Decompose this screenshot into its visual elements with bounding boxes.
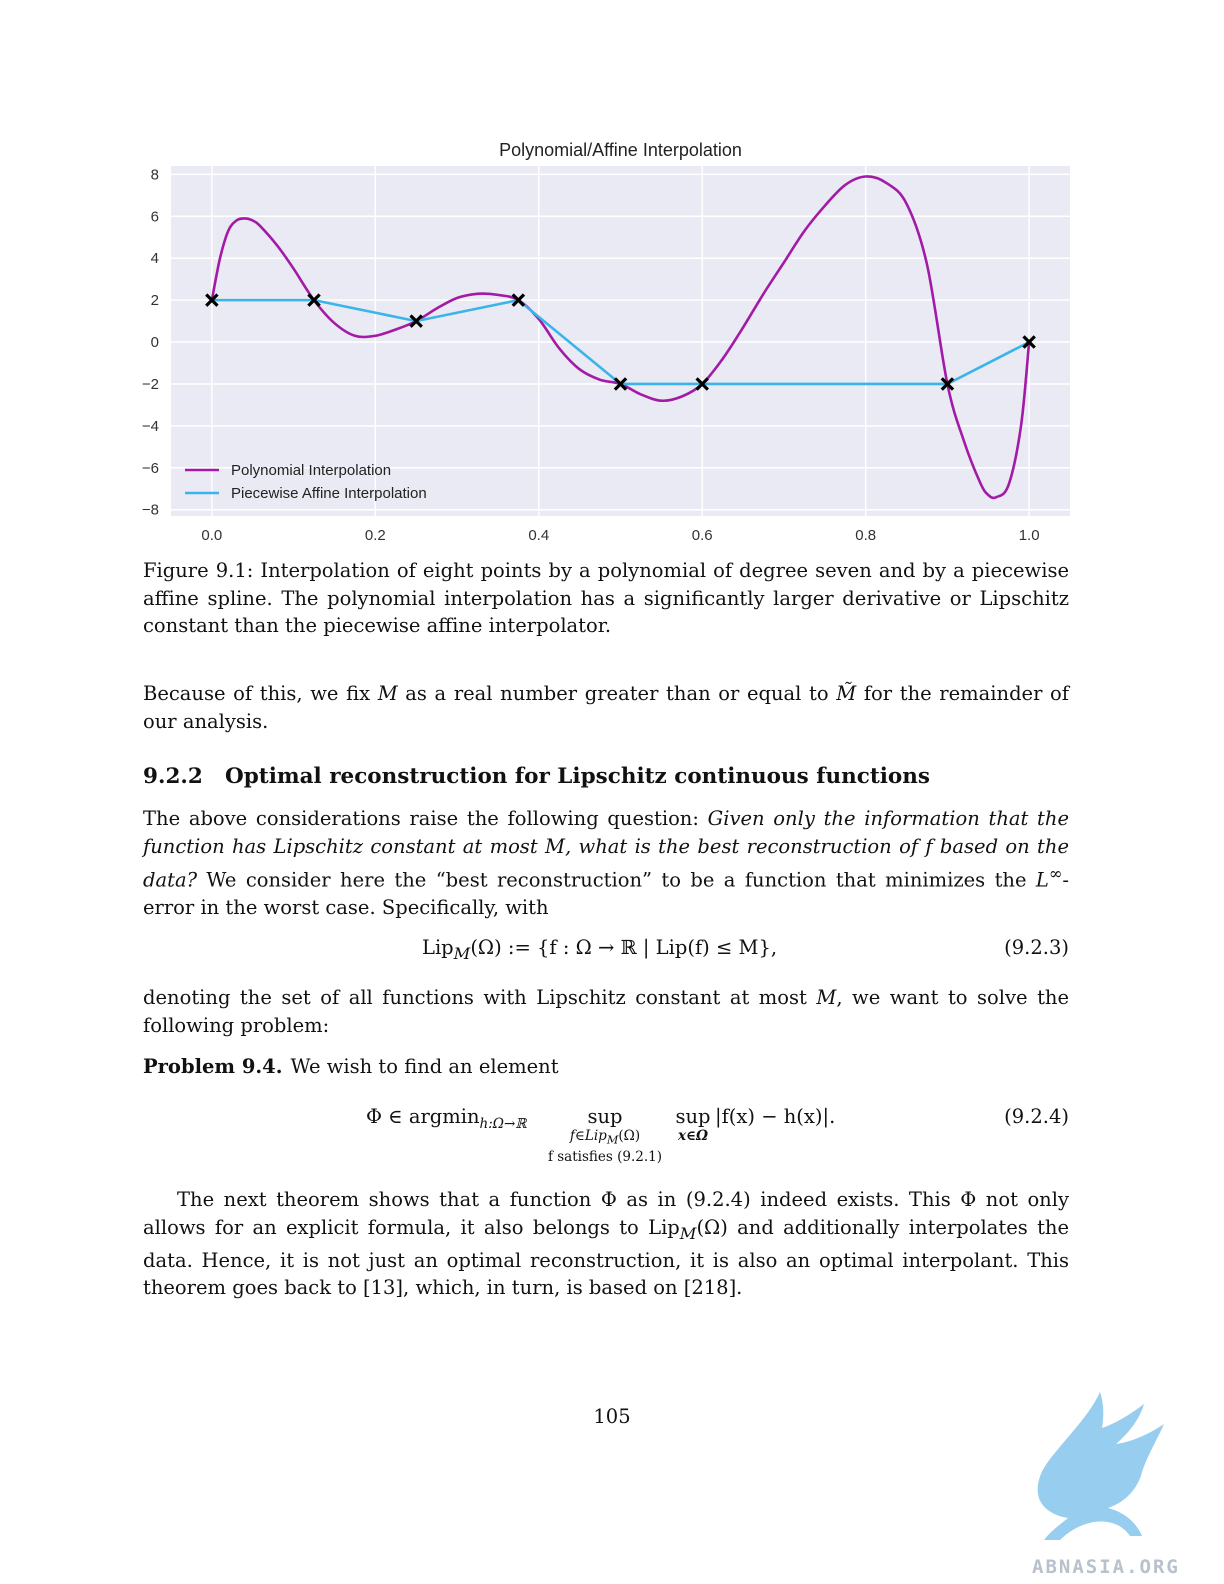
chart-ticks: 0.0 0.2 0.4 0.6 0.8 1.0 8 6 4 2 0 −2 −4 −6 −8 bbox=[142, 166, 1040, 544]
sup-over-x: sup x∈Ω bbox=[675, 1105, 711, 1144]
chart-grid bbox=[171, 166, 1070, 516]
problem-statement: Problem 9.4. We wish to find an element bbox=[143, 1055, 559, 1078]
sup-over-f: sup f∈LipM(Ω) f satisfies (9.2.1) bbox=[547, 1105, 663, 1165]
data-point-marker bbox=[940, 377, 955, 391]
y-tick-label: −2 bbox=[142, 376, 159, 393]
data-point-marker bbox=[205, 293, 219, 307]
legend-label: Piecewise Affine Interpolation bbox=[231, 485, 427, 502]
y-tick-label: 6 bbox=[151, 208, 159, 225]
data-point-marker bbox=[409, 314, 423, 328]
watermark-text: ABNASIA.ORG bbox=[1032, 1556, 1180, 1578]
chart-title: Polynomial/Affine Interpolation bbox=[499, 140, 742, 160]
watermark-logo bbox=[1037, 1392, 1164, 1540]
equation-body: LipM(Ω) := {f : Ω → ℝ | Lip(f) ≤ M}, bbox=[422, 936, 778, 963]
section-number: 9.2.2 bbox=[143, 764, 203, 789]
data-point-marker bbox=[1022, 335, 1036, 349]
paragraph-2: The above considerations raise the follo… bbox=[143, 807, 1069, 919]
chart-legend: Polynomial Interpolation Piecewise Affine… bbox=[185, 462, 427, 502]
x-tick-label: 0.0 bbox=[201, 527, 222, 544]
y-tick-label: 4 bbox=[151, 250, 159, 267]
legend-label: Polynomial Interpolation bbox=[231, 462, 391, 479]
x-tick-label: 0.2 bbox=[365, 527, 386, 544]
argmin-term: Φ ∈ argminh:Ω→ℝ bbox=[366, 1105, 527, 1132]
data-point-marker bbox=[307, 293, 321, 307]
y-tick-label: −8 bbox=[142, 502, 159, 519]
interpolation-chart: 0.0 0.2 0.4 0.6 0.8 1.0 8 6 4 2 0 −2 −4 −6 −8 Polynomi… bbox=[142, 140, 1070, 544]
equation-label: (9.2.4) bbox=[1004, 1105, 1069, 1128]
paragraph-4: The next theorem shows that a function Φ… bbox=[143, 1188, 1070, 1300]
problem-text: We wish to find an element bbox=[290, 1055, 559, 1078]
paragraph-1: Because of this, we fix M as a real numb… bbox=[143, 682, 1070, 733]
page-number: 105 bbox=[593, 1405, 631, 1428]
plot-area bbox=[171, 166, 1070, 516]
x-tick-label: 1.0 bbox=[1019, 527, 1040, 544]
abs-difference: |f(x) − h(x)|. bbox=[715, 1105, 836, 1128]
affine-series-line bbox=[211, 298, 1030, 386]
watermark-griffin-shape bbox=[1037, 1392, 1164, 1540]
y-tick-label: 0 bbox=[151, 334, 159, 351]
chart-points bbox=[205, 293, 1036, 391]
y-tick-label: −4 bbox=[142, 418, 159, 435]
x-tick-label: 0.6 bbox=[692, 527, 713, 544]
equation-label: (9.2.3) bbox=[1004, 936, 1069, 959]
data-point-marker bbox=[613, 377, 628, 391]
y-tick-label: −6 bbox=[142, 460, 159, 477]
section-title: Optimal reconstruction for Lipschitz con… bbox=[225, 764, 931, 789]
figure-caption: Figure 9.1: Interpolation of eight point… bbox=[143, 559, 1069, 637]
x-tick-label: 0.4 bbox=[528, 527, 549, 544]
data-point-marker bbox=[695, 377, 709, 391]
x-tick-label: 0.8 bbox=[855, 527, 876, 544]
y-tick-label: 8 bbox=[151, 166, 159, 183]
data-point-marker bbox=[511, 293, 526, 307]
y-tick-label: 2 bbox=[151, 292, 159, 309]
section-heading: 9.2.2 Optimal reconstruction for Lipschit… bbox=[143, 764, 930, 789]
paragraph-3: denoting the set of all functions with L… bbox=[143, 986, 1070, 1037]
problem-label: Problem 9.4. bbox=[143, 1055, 283, 1078]
